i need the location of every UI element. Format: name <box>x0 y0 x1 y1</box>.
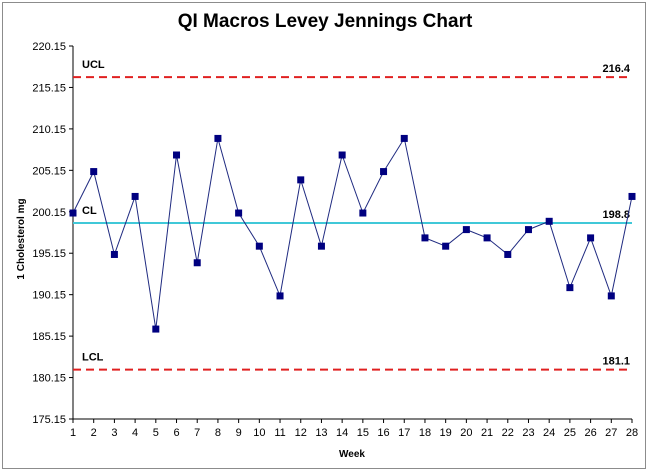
y-tick-label: 200.15 <box>32 207 66 219</box>
x-tick-label: 20 <box>460 427 472 439</box>
data-point <box>173 151 181 159</box>
data-point <box>317 242 325 250</box>
data-point <box>193 259 201 267</box>
lcl-label: LCL <box>82 352 104 364</box>
data-point <box>587 234 595 242</box>
y-tick-label: 210.15 <box>32 124 66 136</box>
data-point <box>483 234 491 242</box>
data-point <box>297 176 305 184</box>
data-point <box>110 250 118 258</box>
x-tick-label: 11 <box>274 427 285 439</box>
data-point <box>545 217 553 225</box>
x-tick-label: 8 <box>215 427 221 439</box>
x-tick-label: 1 <box>70 427 76 439</box>
x-tick-label: 6 <box>173 427 179 439</box>
x-tick-label: 14 <box>336 427 348 439</box>
data-point <box>276 292 284 300</box>
y-tick-label: 185.15 <box>32 331 66 343</box>
y-tick-label: 195.15 <box>32 248 66 260</box>
x-tick-label: 13 <box>315 427 327 439</box>
cl-label: CL <box>82 205 97 217</box>
ucl-label: UCL <box>82 59 105 71</box>
data-point <box>152 325 160 333</box>
data-point <box>69 209 77 217</box>
y-tick-label: 215.15 <box>32 82 66 94</box>
x-tick-label: 5 <box>153 427 159 439</box>
x-tick-label: 4 <box>132 427 138 439</box>
data-point <box>504 250 512 258</box>
cl-value-label: 198.8 <box>602 209 630 221</box>
x-tick-label: 25 <box>564 427 576 439</box>
data-point <box>214 134 222 142</box>
y-tick-label: 175.15 <box>32 414 66 426</box>
data-point <box>131 192 139 200</box>
y-tick-label: 205.15 <box>32 165 66 177</box>
x-tick-label: 18 <box>419 427 431 439</box>
x-axis-title: Week <box>339 449 365 460</box>
x-tick-label: 22 <box>502 427 514 439</box>
x-tick-label: 12 <box>295 427 307 439</box>
x-tick-label: 10 <box>253 427 265 439</box>
x-tick-label: 3 <box>111 427 117 439</box>
x-tick-label: 2 <box>91 427 97 439</box>
x-tick-label: 17 <box>398 427 410 439</box>
data-point <box>380 168 388 176</box>
data-point <box>90 168 98 176</box>
data-point <box>442 242 450 250</box>
data-point <box>400 134 408 142</box>
x-tick-label: 26 <box>584 427 596 439</box>
data-point <box>359 209 367 217</box>
x-tick-label: 21 <box>481 427 493 439</box>
data-point <box>338 151 346 159</box>
x-tick-label: 24 <box>543 427 555 439</box>
data-point <box>255 242 263 250</box>
data-point <box>628 192 636 200</box>
ucl-value-label: 216.4 <box>602 63 630 75</box>
data-point <box>607 292 615 300</box>
series-line <box>72 137 633 330</box>
data-point <box>566 284 574 292</box>
x-tick-label: 28 <box>626 427 638 439</box>
lcl-value-label: 181.1 <box>602 356 630 368</box>
data-point <box>235 209 243 217</box>
x-tick-label: 7 <box>194 427 200 439</box>
y-tick-label: 180.15 <box>32 373 66 385</box>
y-tick-label: 190.15 <box>32 290 66 302</box>
chart-title: QI Macros Levey Jennings Chart <box>178 11 473 32</box>
x-tick-label: 19 <box>440 427 452 439</box>
x-tick-label: 9 <box>236 427 242 439</box>
x-tick-label: 15 <box>357 427 369 439</box>
x-tick-label: 27 <box>605 427 617 439</box>
y-tick-label: 220.15 <box>32 41 66 53</box>
data-point <box>462 226 470 234</box>
x-tick-label: 23 <box>522 427 534 439</box>
data-point <box>421 234 429 242</box>
y-axis-title: 1 Cholesterol mg <box>16 198 27 279</box>
data-point <box>524 226 532 234</box>
x-tick-label: 16 <box>377 427 389 439</box>
